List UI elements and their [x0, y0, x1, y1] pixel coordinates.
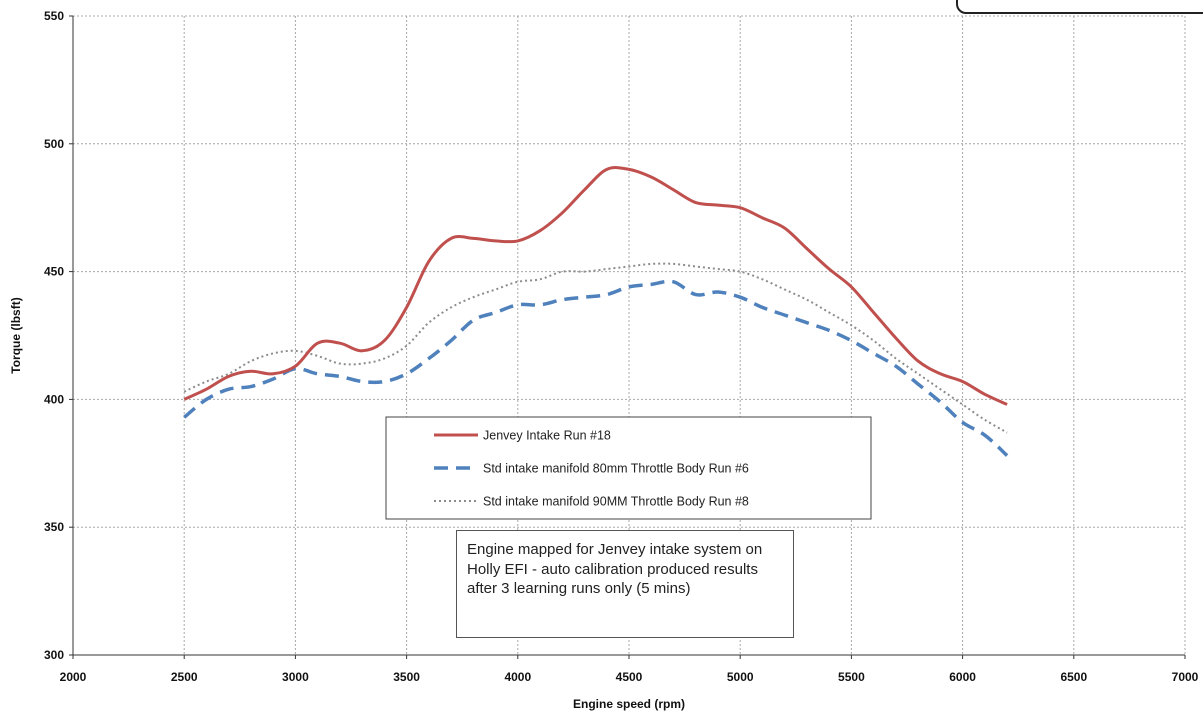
x-tick-label-0: 2000 — [60, 670, 87, 684]
series-line-1 — [183, 279, 1009, 457]
x-tick-label-1: 2500 — [171, 670, 198, 684]
corner-frame — [956, 0, 1203, 14]
legend-label-2: Std intake manifold 90MM Throttle Body R… — [483, 495, 749, 509]
series-line-0 — [183, 166, 1008, 406]
x-tick-label-7: 5500 — [838, 670, 865, 684]
y-tick-label-3: 450 — [44, 265, 64, 279]
annotation-box: Engine mapped for Jenvey intake system o… — [456, 530, 794, 638]
x-tick-labels: 2000 2500 3000 3500 4000 4500 5000 5500 6000 6500… — [60, 655, 1199, 684]
x-tick-label-9: 6500 — [1060, 670, 1087, 684]
x-tick-label-5: 4500 — [616, 670, 643, 684]
series-line-2 — [183, 262, 1008, 434]
y-tick-label-4: 500 — [44, 137, 64, 151]
x-tick-label-6: 5000 — [727, 670, 754, 684]
series-lines — [183, 166, 1009, 457]
legend-label-0: Jenvey Intake Run #18 — [483, 429, 611, 443]
y-tick-labels: 300 350 400 450 500 550 — [44, 9, 73, 662]
x-tick-label-8: 6000 — [949, 670, 976, 684]
x-tick-label-2: 3000 — [282, 670, 309, 684]
x-tick-label-10: 7000 — [1172, 670, 1199, 684]
legend: Jenvey Intake Run #18 Std intake manifold… — [385, 416, 872, 520]
y-tick-label-1: 350 — [44, 520, 64, 534]
y-axis-title: Torque (lbsft) — [9, 297, 23, 373]
y-tick-label-5: 550 — [44, 9, 64, 23]
y-tick-label-2: 400 — [44, 392, 64, 406]
x-tick-label-3: 3500 — [393, 670, 420, 684]
x-tick-label-4: 4000 — [504, 670, 531, 684]
legend-label-1: Std intake manifold 80mm Throttle Body R… — [483, 462, 749, 476]
annotation-text: Engine mapped for Jenvey intake system o… — [467, 541, 763, 597]
legend-items: Jenvey Intake Run #18 Std intake manifold… — [434, 429, 749, 509]
x-axis-title: Engine speed (rpm) — [573, 697, 685, 711]
y-tick-label-0: 300 — [44, 648, 64, 662]
